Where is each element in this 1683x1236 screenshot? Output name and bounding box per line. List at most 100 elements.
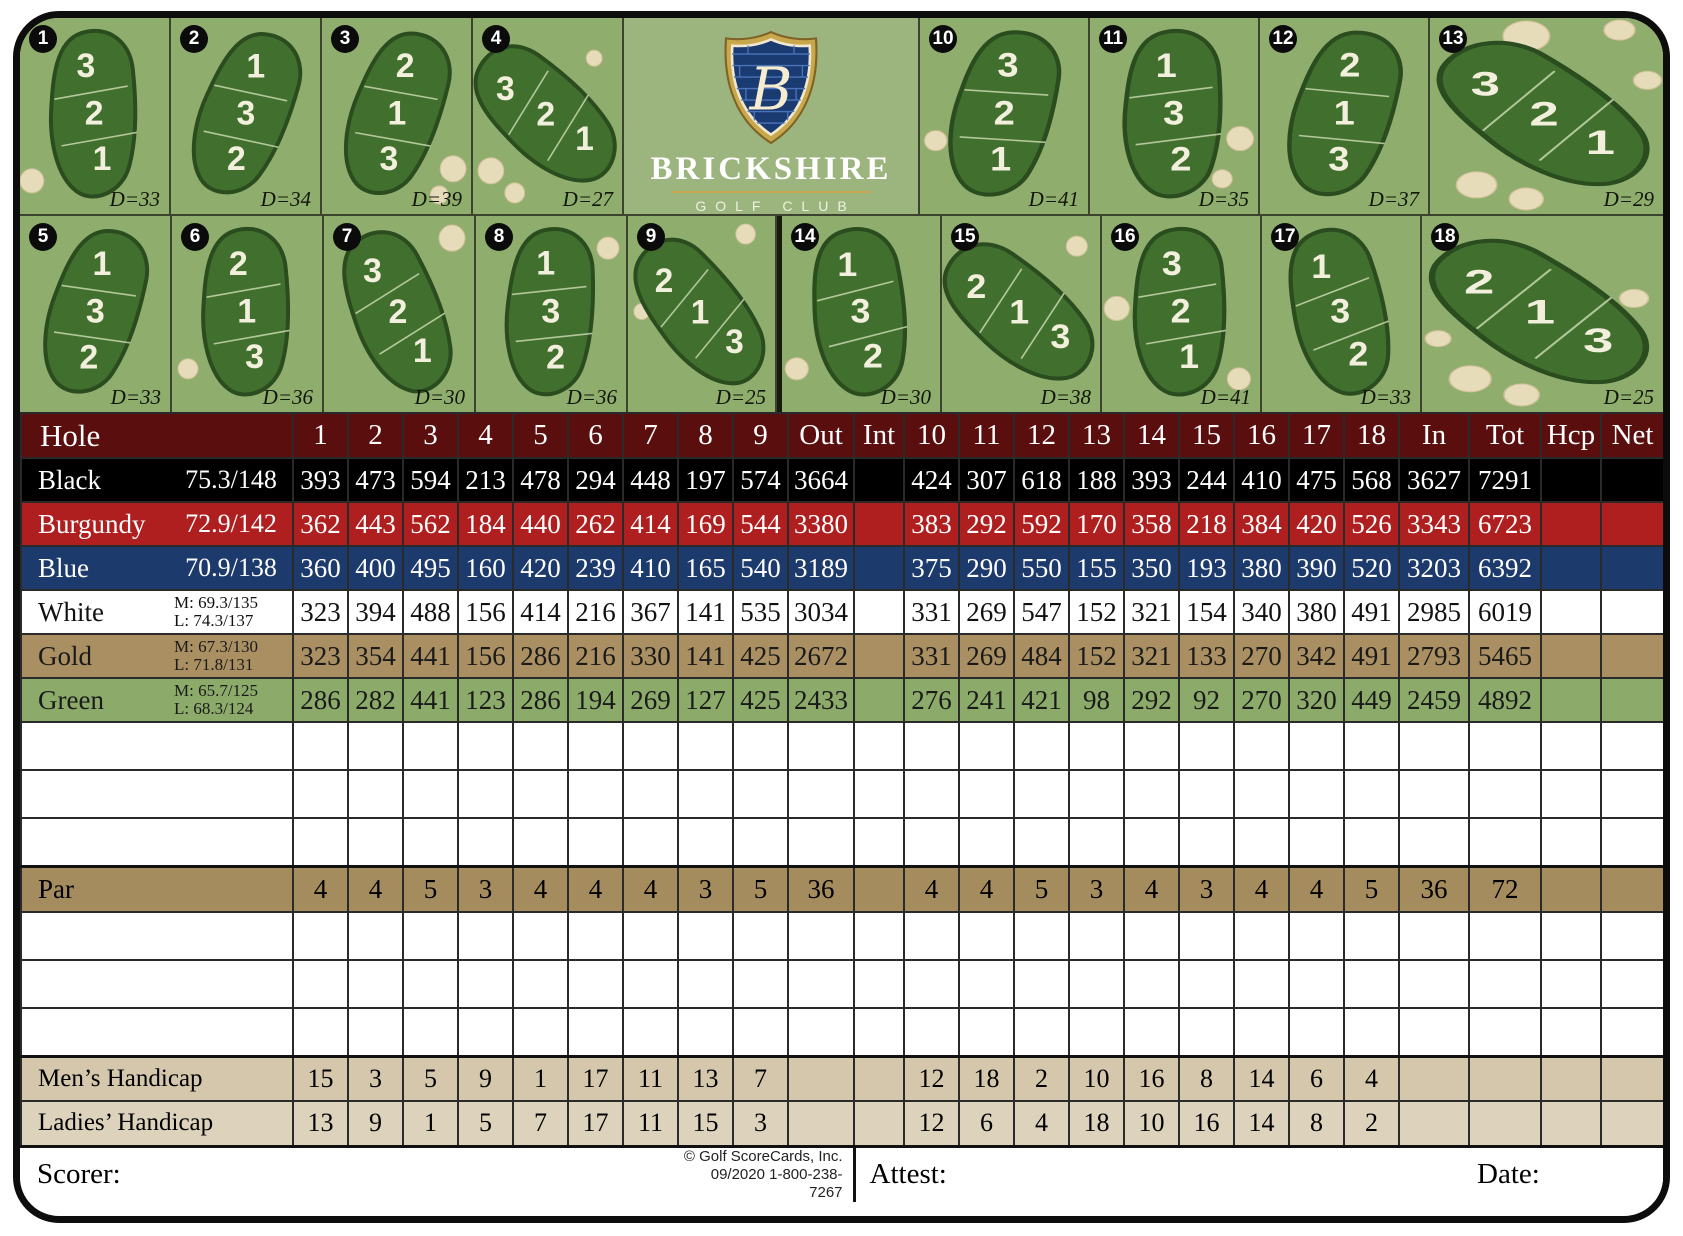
hole-col-header: 9	[732, 412, 790, 459]
hole-number-badge: 7	[333, 223, 361, 251]
score-cell	[787, 769, 856, 819]
yardage-cell: 424	[903, 457, 961, 503]
score-cell	[1468, 817, 1543, 867]
zone-number: 1	[1586, 124, 1615, 162]
handicap-cell: 8	[1178, 1054, 1236, 1102]
par-in: 36	[1398, 864, 1471, 913]
yardage-cell: 321	[1123, 633, 1181, 679]
score-cell	[402, 721, 460, 771]
score-cell	[1540, 817, 1603, 867]
hole-diagrams-row-2: 1 3 2 5 D=33 2 1 3 6 D=36 3 2 1 7 D=30 1 3 2 8 D=36 2 1 3 9 D=25…	[20, 216, 1663, 412]
score-cell	[1068, 911, 1126, 961]
hole-number-badge: 3	[331, 25, 359, 53]
sand-bunker-icon	[477, 157, 505, 185]
hole-number-badge: 15	[951, 223, 979, 251]
sand-bunker-icon	[1448, 365, 1492, 393]
hole-distance-label: D=25	[1603, 385, 1654, 409]
score-cell	[958, 911, 1016, 961]
score-cell	[457, 817, 515, 867]
score-cell	[1600, 911, 1663, 961]
score-cell	[347, 1007, 405, 1057]
tee-name: Gold	[38, 640, 92, 671]
score-cell	[1398, 769, 1471, 819]
score-cell	[1013, 817, 1071, 867]
score-cell	[1068, 769, 1126, 819]
score-cell	[677, 721, 735, 771]
score-cell	[1343, 1007, 1401, 1057]
score-cell	[1600, 769, 1663, 819]
score-cell	[1398, 1007, 1471, 1057]
scorecard-table: Hole 1 2 3 4 5 6 7 8 9 Out Int 10 11 12 13 14 15 16 17 18 In T…	[20, 412, 1663, 1202]
score-cell	[903, 721, 961, 771]
score-cell	[958, 817, 1016, 867]
score-cell	[622, 769, 680, 819]
par-out: 36	[787, 864, 856, 913]
hole-diagram-4: 3 2 1 4 D=27	[473, 18, 624, 214]
putting-green-icon	[1428, 238, 1650, 385]
score-cell	[1540, 721, 1603, 771]
in-header: In	[1398, 412, 1471, 459]
score-cell	[622, 959, 680, 1009]
hole-diagram-18: 2 1 3 18 D=25	[1422, 216, 1663, 412]
yardage-cell: 133	[1178, 633, 1236, 679]
handicap-cell: 3	[732, 1100, 790, 1147]
hcp-cell	[1540, 501, 1603, 547]
handicap-cell: 5	[402, 1054, 460, 1102]
yardage-cell: 152	[1068, 589, 1126, 635]
yardage-cell: 350	[1123, 545, 1181, 591]
tee-name: Black	[38, 464, 101, 495]
net-cell	[1600, 864, 1663, 913]
hole-col-header: 10	[903, 412, 961, 459]
score-cell	[567, 721, 625, 771]
yardage-cell: 141	[677, 589, 735, 635]
sand-bunker-icon	[1226, 367, 1252, 391]
score-cell	[1068, 959, 1126, 1009]
yardage-cell: 550	[1013, 545, 1071, 591]
yardage-cell: 535	[732, 589, 790, 635]
handicap-cell: 14	[1233, 1054, 1291, 1102]
hole-col-header: 18	[1343, 412, 1401, 459]
yardage-cell: 269	[958, 633, 1016, 679]
int-cell	[853, 589, 906, 635]
green-shape: 213	[1424, 238, 1650, 407]
hole-diagrams-row-1: 3 2 1 1 D=33 1 3 2 2 D=34 2 1 3 3 D=39 3 2 1 4 D=27	[20, 18, 1663, 216]
yardage-cell: 323	[292, 633, 350, 679]
hcp-cell	[1540, 545, 1603, 591]
zone-number: 1	[1334, 93, 1355, 132]
hole-distance-label: D=36	[262, 385, 313, 409]
handicap-cell: 12	[903, 1100, 961, 1147]
green-shape: 3 2 1	[1103, 226, 1252, 397]
tee-row-green: Green M: 65.7/125 L: 68.3/124 286 282 441 123 2…	[20, 677, 1663, 723]
score-cell	[1013, 959, 1071, 1009]
score-cell	[853, 1007, 906, 1057]
par-cell: 3	[457, 864, 515, 913]
score-cell	[622, 817, 680, 867]
out-total: 2672	[787, 633, 856, 679]
par-total: 72	[1468, 864, 1543, 913]
score-cell	[1540, 911, 1603, 961]
handicap-cell: 8	[1288, 1100, 1346, 1147]
yardage-cell: 449	[1343, 677, 1401, 723]
score-cell	[1068, 721, 1126, 771]
yardage-cell: 292	[1123, 677, 1181, 723]
par-cell: 4	[347, 864, 405, 913]
blank-score-row	[20, 721, 1663, 771]
yardage-cell: 475	[1288, 457, 1346, 503]
yardage-cell: 488	[402, 589, 460, 635]
yardage-cell: 270	[1233, 677, 1291, 723]
int-cell	[853, 1054, 906, 1102]
score-cell	[787, 1007, 856, 1057]
zone-number: 1	[691, 293, 710, 331]
blank-score-row	[20, 959, 1663, 1009]
hole-diagram-15: 2 1 3 15 D=38	[942, 216, 1102, 412]
score-cell	[853, 959, 906, 1009]
score-cell	[1600, 1007, 1663, 1057]
zone-number: 3	[380, 140, 399, 178]
score-cell	[732, 959, 790, 1009]
score-cell	[1540, 769, 1603, 819]
score-cell	[1600, 721, 1663, 771]
zone-number: 1	[93, 245, 112, 283]
sand-bunker-icon	[1455, 171, 1498, 199]
handicap-cell: 15	[677, 1100, 735, 1147]
green-shape: 1 3 2	[43, 229, 150, 394]
